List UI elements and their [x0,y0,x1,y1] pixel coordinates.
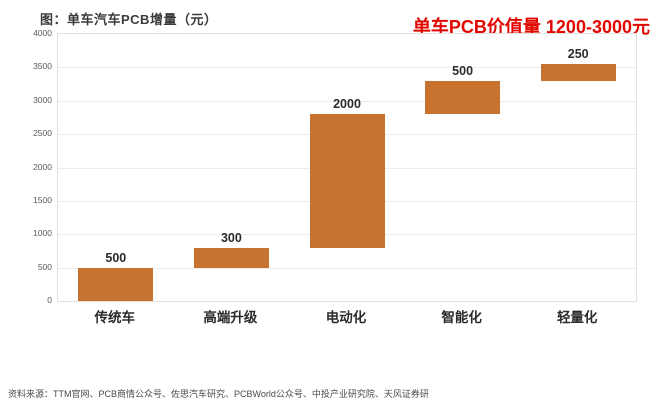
y-tick-label-3000: 3000 [33,94,52,105]
waterfall-bar-5 [540,64,616,81]
y-tick-label-500: 500 [37,261,52,272]
source-note: 资料来源：TTM官网、PCB商情公众号、佐思汽车研究、PCBWorld公众号、中… [8,389,429,399]
y-tick-label-3500: 3500 [33,61,52,72]
chart-title: 图：单车汽车PCB增量（元） [40,12,218,27]
y-tick-label-4000: 4000 [33,28,52,38]
y-tick-label-0: 0 [47,295,52,305]
value-label-3: 2000 [333,97,361,112]
waterfall-bar-3 [309,114,385,248]
y-tick-label-1000: 1000 [33,228,52,239]
waterfall-bar-1 [78,267,154,301]
waterfall-bar-2 [193,247,269,268]
x-category-label-2: 高端升级 [203,310,258,325]
x-category-label-5: 轻量化 [556,310,598,325]
gridline-3000 [58,100,636,102]
y-tick-label-2000: 2000 [33,161,52,172]
x-category-label-3: 电动化 [325,310,367,325]
y-tick-label-2500: 2500 [33,128,52,139]
x-category-label-4: 智能化 [441,310,482,325]
value-label-1: 500 [105,250,127,265]
value-label-4: 500 [452,63,474,78]
pcb-value-annotation: 单车PCB价值量 1200-3000元 [412,17,650,37]
gridline-3500 [58,67,636,69]
value-label-5: 250 [567,47,589,62]
y-tick-label-1500: 1500 [33,194,52,205]
gridline-500 [58,267,636,269]
plot-area: 500 300 2000 500 250 [57,33,637,302]
waterfall-bar-4 [425,80,501,115]
value-label-2: 300 [220,230,242,245]
x-category-label-1: 传统车 [94,310,136,325]
